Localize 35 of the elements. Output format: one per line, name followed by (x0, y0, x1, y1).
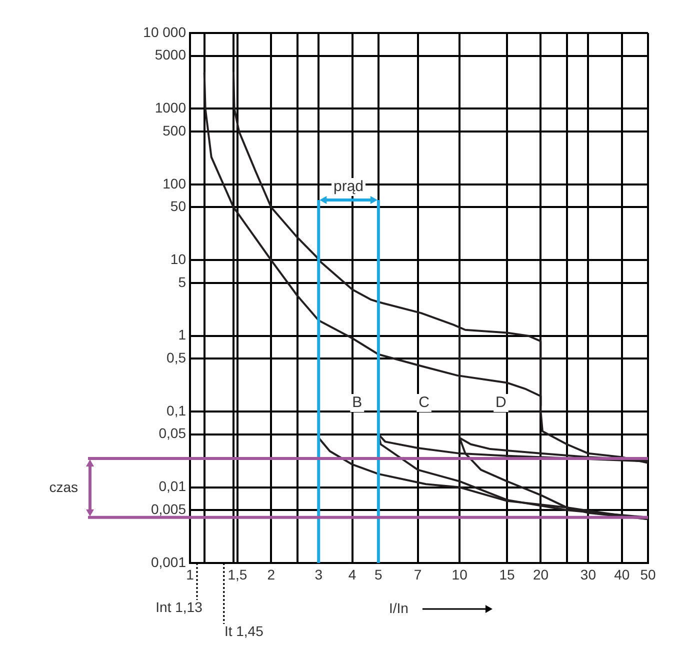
y-tick-label: 100 (162, 175, 186, 192)
x-tick-label: 15 (499, 566, 516, 582)
y-tick-label: 500 (162, 122, 186, 138)
text: It 1,45 (224, 622, 264, 639)
x-tick-label: 5 (374, 566, 383, 582)
annotation: B (352, 394, 362, 412)
x-tick-label: 4 (348, 566, 356, 582)
y-tick-label: 0,1 (166, 402, 186, 418)
x-tick-label: 2 (267, 566, 276, 582)
annotation: C (418, 394, 430, 412)
y-tick-label: 10 (170, 251, 186, 267)
x-tick-label: 10 (452, 566, 468, 582)
y-tick-label: 50 (170, 198, 186, 214)
text: Int 1,13 (156, 598, 203, 615)
x-axis-title: I/In (389, 600, 408, 616)
annotation: prąd (334, 178, 364, 196)
x-tick-label: 7 (414, 566, 422, 582)
y-tick-label: 5 (178, 274, 186, 290)
y-tick-label: 10 000 (143, 24, 186, 40)
annotation: D (496, 394, 507, 412)
y-tick-label: 0,05 (158, 425, 186, 442)
x-tick-label: 50 (640, 566, 656, 582)
y-tick-label: 1 (178, 326, 186, 343)
y-tick-label: 0,005 (150, 500, 186, 517)
y-tick-label: 0,001 (150, 554, 186, 570)
x-tick-label: 20 (532, 566, 549, 582)
x-tick-label: 1,5 (228, 566, 248, 582)
text: czas (49, 478, 78, 495)
x-tick-label: 3 (314, 566, 323, 582)
y-tick-label: 0,01 (158, 478, 186, 494)
y-tick-label: 0,5 (166, 350, 186, 366)
x-tick-label: 40 (614, 566, 630, 582)
y-tick-label: 5000 (154, 46, 186, 63)
x-tick-label: 30 (580, 566, 596, 582)
y-tick-label: 1000 (154, 100, 186, 116)
